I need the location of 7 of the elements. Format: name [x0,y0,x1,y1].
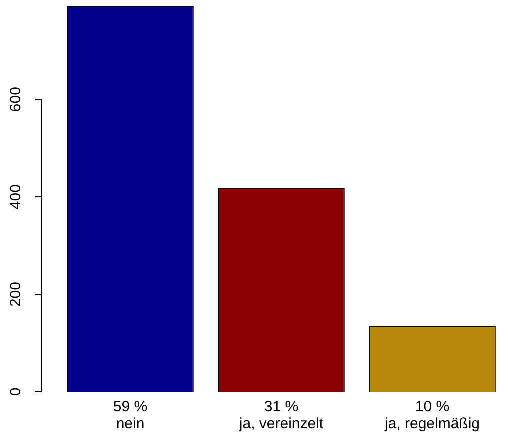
x-tick-label: 10 % ja, regelmäßig [384,398,480,433]
y-tick-label: 200 [8,282,25,308]
y-tick-label: 0 [8,388,25,396]
y-tick-label: 600 [8,87,25,112]
y-tick-label: 400 [8,184,25,210]
x-tick-label: 59 % nein [113,398,148,433]
x-tick-label: 31 % ja, vereinzelt [238,398,324,433]
